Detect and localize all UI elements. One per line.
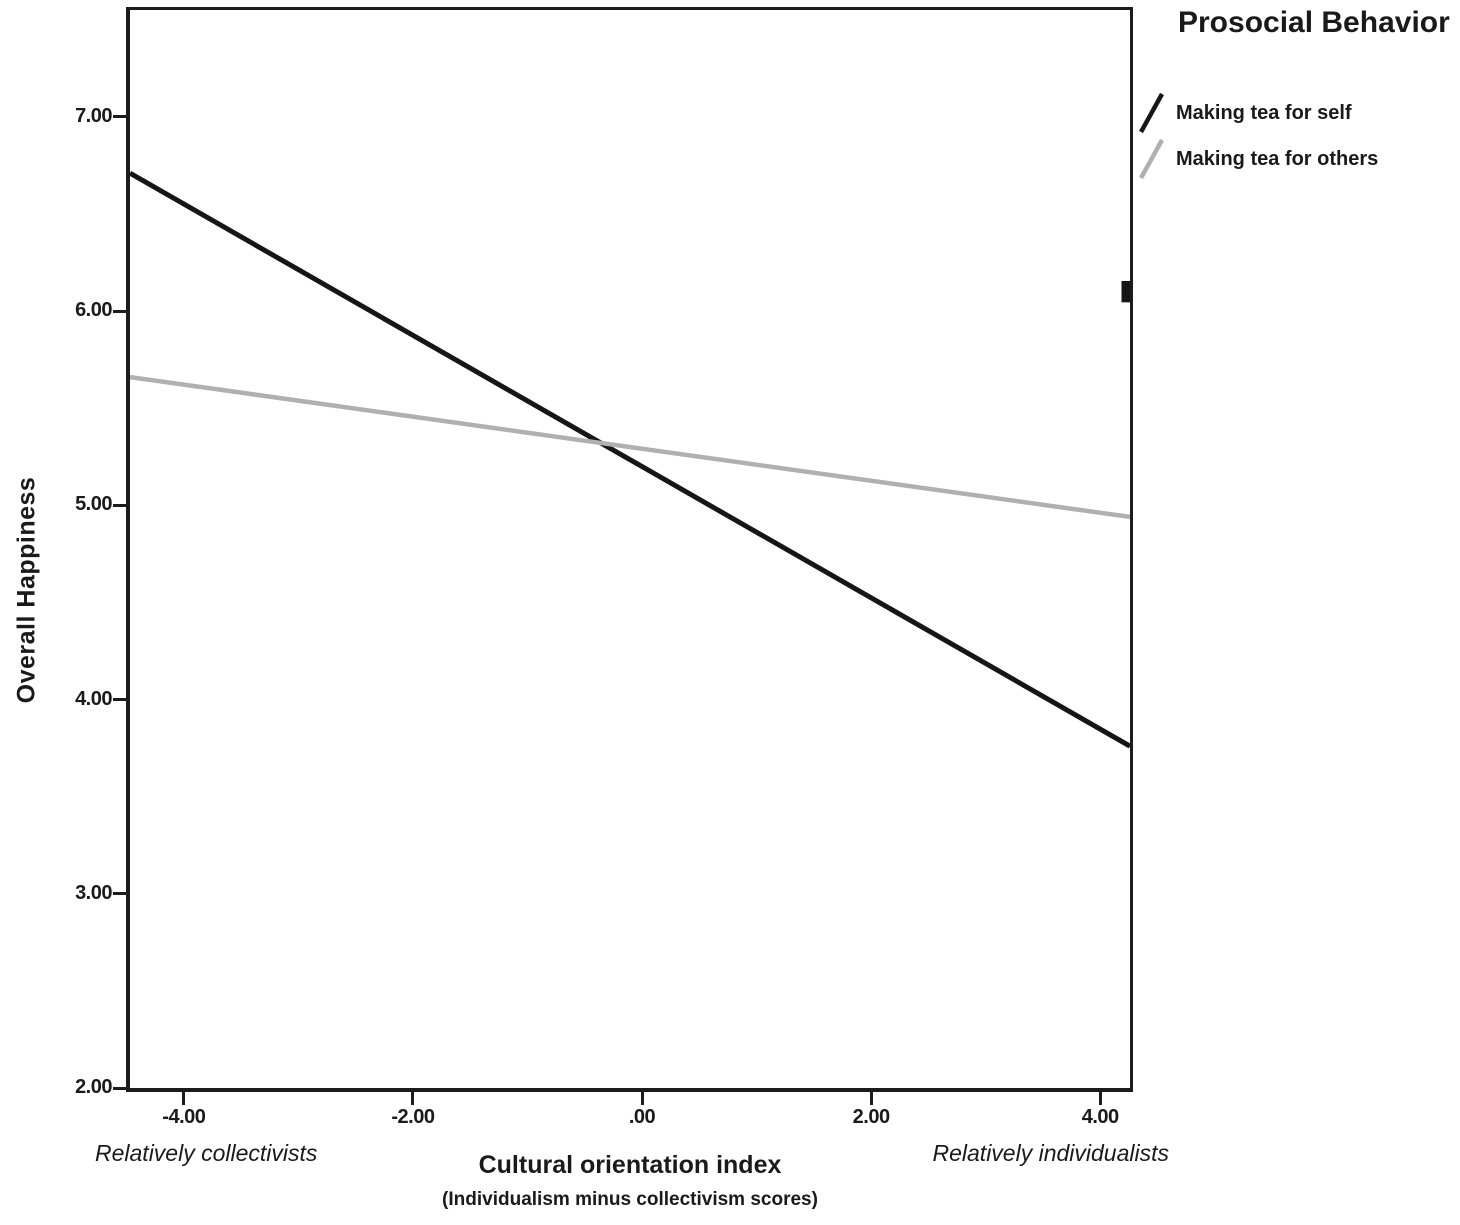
y-tick-label: 4.00 [75, 687, 112, 710]
legend-item: Making tea for self [1136, 90, 1460, 136]
x-tick-mark [869, 1092, 873, 1105]
legend-slash-swatch-icon [1139, 92, 1164, 134]
x-tick-label: 2.00 [852, 1106, 890, 1128]
annotation-collectivists: Relatively collectivists [95, 1140, 318, 1166]
y-tick-mark [113, 309, 126, 313]
legend-title: Prosocial Behavior [1178, 6, 1450, 39]
y-tick-mark [113, 1086, 126, 1090]
plot-canvas [130, 170, 1130, 749]
y-tick-label: 3.00 [75, 881, 112, 904]
legend-item-label: Making tea for others [1176, 147, 1379, 170]
y-tick-label: 2.00 [75, 1076, 112, 1098]
x-tick-label: 4.00 [1081, 1106, 1119, 1128]
x-tick-mark [640, 1092, 644, 1105]
legend-item-label: Making tea for self [1176, 101, 1352, 124]
legend-items: Making tea for self Making tea for others [1136, 90, 1460, 182]
x-tick-mark [182, 1092, 186, 1105]
series-line-0 [130, 170, 1130, 749]
x-tick-label: -4.00 [162, 1106, 206, 1128]
plot-area [126, 7, 1133, 1092]
y-tick-label: 7.00 [75, 104, 112, 127]
y-tick-mark [113, 503, 126, 507]
x-tick-mark [1098, 1092, 1102, 1105]
legend: Prosocial Behavior Making tea for self Ma… [1136, 6, 1460, 182]
x-tick-label: .00 [628, 1106, 656, 1128]
x-tick-label: -2.00 [391, 1106, 435, 1128]
y-tick-mark [113, 892, 126, 896]
series-line-1 [130, 374, 1130, 520]
y-tick-label: 6.00 [75, 299, 112, 322]
x-axis-subtitle: (Individualism minus collectivism scores… [442, 1189, 818, 1210]
legend-item: Making tea for others [1136, 136, 1460, 182]
y-tick-label: 5.00 [75, 493, 112, 516]
y-tick-mark [113, 698, 126, 702]
x-axis-title: Cultural orientation index [478, 1151, 782, 1179]
y-tick-mark [113, 115, 126, 119]
annotation-individualists: Relatively individualists [932, 1140, 1170, 1166]
x-tick-mark [411, 1092, 415, 1105]
legend-slash-swatch-icon [1139, 138, 1164, 180]
